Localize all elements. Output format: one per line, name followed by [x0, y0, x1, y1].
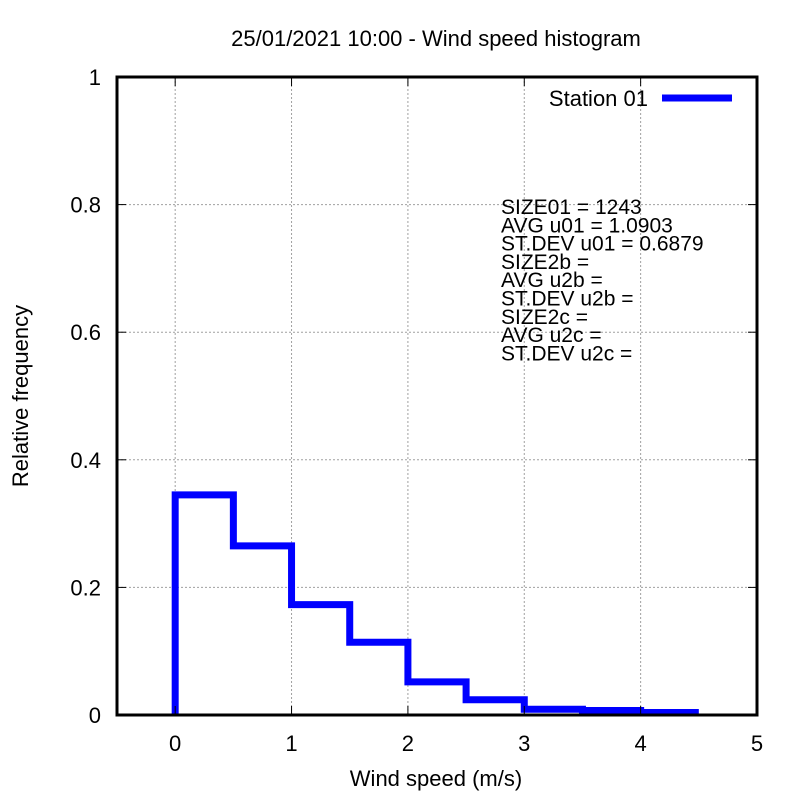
x-tick-label: 0: [169, 731, 181, 756]
annotation-line-2: ST.DEV u01 = 0.6879: [501, 233, 704, 256]
x-tick-label: 5: [751, 731, 763, 756]
x-axis-label: Wind speed (m/s): [350, 766, 522, 791]
plot-frame: [115, 75, 759, 717]
y-tick-label: 1: [89, 65, 101, 90]
y-tick-label: 0.6: [70, 320, 101, 345]
legend: Station 01: [549, 86, 732, 111]
legend-label-station-01: Station 01: [549, 86, 648, 111]
annotation-line-5: ST.DEV u2b =: [501, 288, 634, 311]
annotation-line-7: AVG u2c =: [501, 324, 602, 347]
series: [171, 491, 699, 716]
y-tick-label: 0.4: [70, 448, 101, 473]
annotation-line-0: SIZE01 = 1243: [501, 196, 642, 219]
x-tick-label: 4: [635, 731, 647, 756]
x-tick-label: 3: [518, 731, 530, 756]
x-tick-label: 2: [402, 731, 414, 756]
y-tick-label: 0: [89, 703, 101, 728]
x-tick-labels: 0 1 2 3 4 5: [169, 731, 763, 756]
x-tick-label: 1: [285, 731, 297, 756]
histogram-step-line: [171, 491, 699, 716]
annotation-line-4: AVG u2b =: [501, 269, 603, 292]
axis-ticks: [117, 76, 758, 716]
chart-title: 25/01/2021 10:00 - Wind speed histogram: [231, 26, 641, 51]
y-axis-label: Relative frequency: [8, 305, 33, 487]
annotation-line-3: SIZE2b =: [501, 251, 589, 274]
annotation-line-1: AVG u01 = 1.0903: [501, 214, 673, 237]
annotation-line-8: ST.DEV u2c =: [501, 342, 632, 365]
y-tick-labels: 0 0.2 0.4 0.6 0.8 1: [70, 65, 101, 728]
grid: [117, 77, 757, 715]
y-tick-label: 0.8: [70, 193, 101, 218]
annotation-line-6: SIZE2c =: [501, 306, 588, 329]
y-tick-label: 0.2: [70, 575, 101, 600]
